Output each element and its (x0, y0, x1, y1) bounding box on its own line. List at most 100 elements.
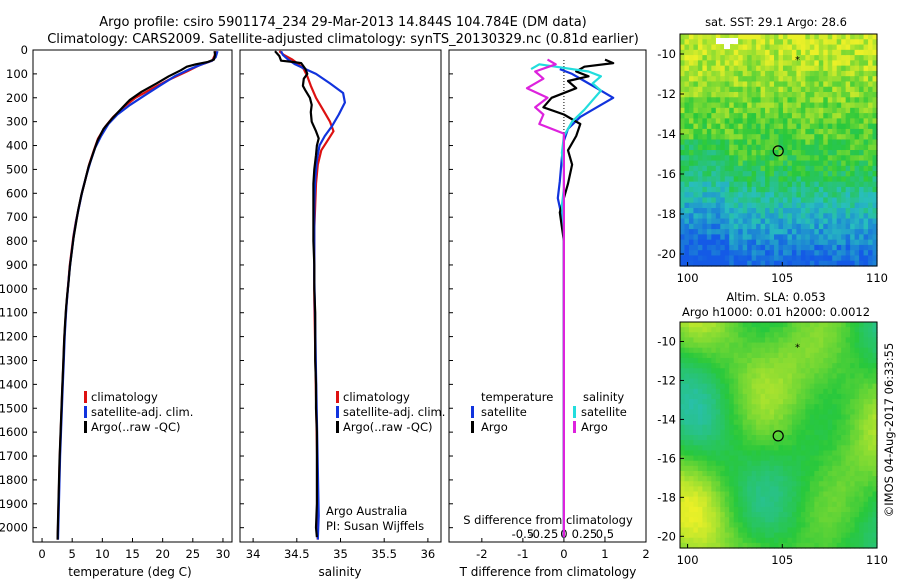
map-cell (787, 250, 793, 257)
map-cell (769, 517, 775, 523)
map-cell (747, 160, 753, 167)
map-cell (702, 404, 708, 410)
map-cell (697, 234, 703, 241)
map-cell (832, 368, 838, 374)
map-cell (729, 97, 735, 104)
map-cell (711, 419, 717, 426)
map-cell (697, 445, 703, 452)
map-cell (791, 239, 798, 246)
map-cell (868, 250, 874, 257)
map-cell (850, 176, 856, 183)
map-cell (729, 192, 735, 199)
map-cell (693, 144, 699, 151)
map-cell (778, 388, 784, 395)
map-cell (697, 218, 703, 225)
map-cell (827, 76, 833, 83)
map-cell (715, 70, 721, 77)
map-cell (697, 255, 703, 262)
map-cell (868, 378, 874, 385)
map-cell (805, 399, 811, 405)
map-cell (693, 186, 699, 193)
map-cell (791, 202, 798, 209)
map-cell (782, 517, 789, 523)
map-cell (693, 537, 699, 544)
map-cell (805, 70, 811, 77)
map-cell (711, 176, 717, 183)
map-cell (760, 244, 766, 251)
map-cell (702, 229, 708, 235)
map-cell (729, 55, 735, 61)
map-cell (778, 419, 784, 426)
map-cell (868, 399, 874, 405)
map-cell (733, 542, 739, 549)
map-cell (729, 527, 735, 534)
map-cell (841, 363, 847, 369)
map-cell (872, 186, 878, 193)
map-cell (738, 424, 744, 431)
map-cell (756, 517, 762, 523)
map-cell (791, 465, 798, 472)
map-cell (868, 527, 874, 534)
map-cell (787, 92, 793, 98)
map-cell (729, 171, 735, 177)
map-y-tick-label: -10 (657, 334, 676, 348)
map-cell (778, 260, 784, 267)
map-cell (733, 244, 739, 251)
legend-label-satellite: satellite-adj. clim. (343, 405, 445, 419)
map-cell (809, 337, 815, 344)
map-cell (765, 527, 771, 534)
map-cell (836, 542, 842, 549)
map-cell (733, 496, 739, 503)
map-cell (774, 327, 780, 333)
map-cell (805, 357, 811, 364)
map-cell (751, 352, 757, 359)
map-cell (841, 424, 847, 431)
map-cell (791, 429, 798, 436)
difference-x-ticks: -2 -1 0 1 2-0.5-0.25 0 0.250.5 (476, 60, 650, 561)
map-cell (841, 322, 847, 328)
map-cell (872, 440, 878, 446)
map-cell (684, 239, 690, 246)
map-cell (841, 165, 847, 172)
map-cell (832, 144, 838, 151)
map-cell (800, 244, 806, 251)
map-cell (814, 542, 820, 549)
map-cell (756, 128, 762, 135)
map-cell (827, 347, 833, 354)
map-cell (747, 107, 753, 114)
map-cell (680, 107, 686, 114)
map-cell (809, 208, 815, 214)
map-cell (760, 332, 766, 339)
map-cell (711, 76, 717, 83)
map-cell (850, 107, 856, 114)
map-cell (800, 470, 806, 477)
map-cell (814, 134, 820, 141)
map-cell (720, 102, 726, 109)
map-cell (827, 501, 833, 508)
map-cell (702, 393, 708, 400)
map-cell (841, 49, 847, 56)
map-cell (854, 445, 860, 452)
map-cell (724, 128, 730, 135)
map-cell (765, 70, 771, 77)
map-cell (738, 171, 744, 177)
map-cell (778, 368, 784, 374)
map-cell (684, 160, 690, 167)
map-cell (863, 39, 869, 46)
map-cell (814, 522, 820, 529)
map-cell (680, 399, 686, 405)
map-cell (774, 383, 780, 390)
map-cell (724, 176, 730, 183)
map-cell (680, 234, 686, 241)
map-cell (693, 460, 699, 467)
map-cell (872, 171, 878, 177)
map-cell (818, 404, 824, 410)
map-cell (836, 81, 842, 88)
map-cell (832, 424, 838, 431)
map-cell (760, 512, 766, 518)
map-cell (827, 70, 833, 77)
map-cell (702, 260, 708, 267)
map-x-tick-label: 110 (866, 553, 888, 567)
map-cell (680, 229, 686, 235)
map-cell (805, 208, 811, 214)
